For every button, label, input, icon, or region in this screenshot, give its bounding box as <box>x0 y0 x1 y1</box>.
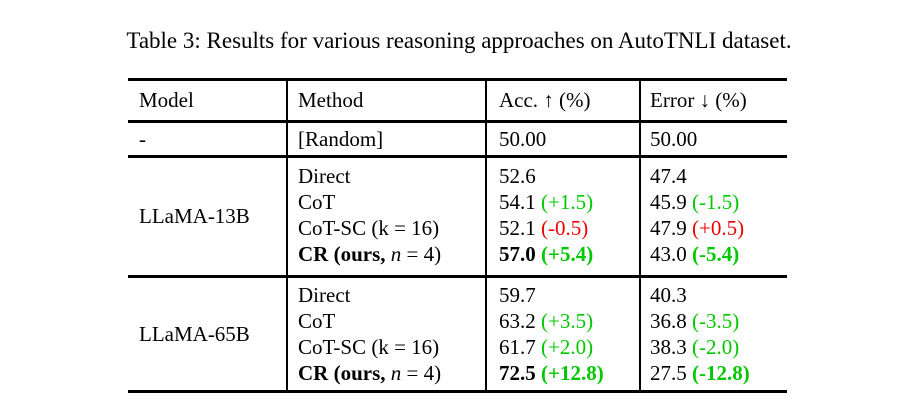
error-value: 27.5 <box>650 361 687 385</box>
baseline-row: - [Random] 50.00 50.00 <box>128 123 787 155</box>
method-cr-tail: = 4) <box>401 242 442 266</box>
acc-cell: 57.0 (+5.4) <box>499 241 639 267</box>
error-value: 40.3 <box>650 283 687 307</box>
method-label: CoT <box>298 309 336 333</box>
acc-delta: (+1.5) <box>541 190 594 214</box>
method-cr-var: n <box>390 242 402 266</box>
acc-cell: 72.5 (+12.8) <box>499 360 639 386</box>
method-column: Direct CoT CoT-SC (k = 16) CR (ours, n =… <box>286 278 485 390</box>
method-label: CoT-SC (k = 16) <box>298 335 440 359</box>
baseline-method: [Random] <box>286 123 485 155</box>
method-label: CoT-SC (k = 16) <box>298 216 440 240</box>
error-delta: (-5.4) <box>692 242 740 266</box>
method-cr-bold: CR (ours, <box>298 242 391 266</box>
acc-column: 52.6 54.1 (+1.5) 52.1 (-0.5) 57.0 (+5.4) <box>485 158 639 275</box>
baseline-error: 50.00 <box>639 123 787 155</box>
table-caption: Table 3: Results for various reasoning a… <box>126 28 792 53</box>
acc-cell: 52.1 (-0.5) <box>499 215 639 241</box>
acc-cell: 59.7 <box>499 282 639 308</box>
mid-rule-2 <box>128 275 787 278</box>
error-delta: (-1.5) <box>692 190 740 214</box>
results-table: Model Method Acc. ↑ (%) Error ↓ (%) - [R… <box>128 78 787 393</box>
error-value: 43.0 <box>650 242 687 266</box>
baseline-acc: 50.00 <box>485 123 639 155</box>
model-cell: LLaMA-65B <box>128 278 286 390</box>
error-cell: 47.4 <box>650 163 787 189</box>
acc-value: 59.7 <box>499 283 536 307</box>
error-cell: 27.5 (-12.8) <box>650 360 787 386</box>
method-column: Direct CoT CoT-SC (k = 16) CR (ours, n =… <box>286 158 485 275</box>
baseline-model: - <box>139 127 146 151</box>
acc-delta: (+5.4) <box>541 242 594 266</box>
error-value: 47.9 <box>650 216 687 240</box>
error-cell: 40.3 <box>650 282 787 308</box>
acc-cell: 61.7 (+2.0) <box>499 334 639 360</box>
header-row: Model Method Acc. ↑ (%) Error ↓ (%) <box>128 81 787 120</box>
error-column: 40.3 36.8 (-3.5) 38.3 (-2.0) 27.5 (-12.8… <box>639 278 787 390</box>
method-label-cr: CR (ours, n = 4) <box>298 241 485 267</box>
error-cell: 43.0 (-5.4) <box>650 241 787 267</box>
acc-cell: 63.2 (+3.5) <box>499 308 639 334</box>
method-label-cr: CR (ours, n = 4) <box>298 360 485 386</box>
method-label: CoT <box>298 190 336 214</box>
error-cell: 38.3 (-2.0) <box>650 334 787 360</box>
method-cr-var: n <box>390 361 402 385</box>
acc-value: 54.1 <box>499 190 536 214</box>
method-cr-bold: CR (ours, <box>298 361 391 385</box>
error-value: 38.3 <box>650 335 687 359</box>
error-cell: 36.8 (-3.5) <box>650 308 787 334</box>
header-error: Error ↓ (%) <box>639 81 787 120</box>
header-rule <box>128 120 787 123</box>
top-rule <box>128 78 787 81</box>
acc-value: 57.0 <box>499 242 536 266</box>
acc-value: 52.6 <box>499 164 536 188</box>
header-method: Method <box>286 81 485 120</box>
header-model: Model <box>139 88 194 112</box>
model-label: LLaMA-13B <box>139 204 250 228</box>
header-acc: Acc. ↑ (%) <box>485 81 639 120</box>
error-value: 36.8 <box>650 309 687 333</box>
error-cell: 45.9 (-1.5) <box>650 189 787 215</box>
error-delta: (-2.0) <box>692 335 740 359</box>
method-cr-tail: = 4) <box>401 361 442 385</box>
mid-rule-1 <box>128 155 787 158</box>
bottom-rule <box>128 390 787 393</box>
acc-cell: 52.6 <box>499 163 639 189</box>
error-delta: (+0.5) <box>692 216 745 240</box>
acc-delta: (+3.5) <box>541 309 594 333</box>
method-label: Direct <box>298 283 351 307</box>
acc-value: 72.5 <box>499 361 536 385</box>
acc-value: 63.2 <box>499 309 536 333</box>
llama-65b-block: LLaMA-65B Direct CoT CoT-SC (k = 16) CR … <box>128 278 787 390</box>
model-cell: LLaMA-13B <box>128 158 286 275</box>
acc-value: 61.7 <box>499 335 536 359</box>
llama-13b-block: LLaMA-13B Direct CoT CoT-SC (k = 16) CR … <box>128 158 787 275</box>
error-cell: 47.9 (+0.5) <box>650 215 787 241</box>
acc-delta: (+2.0) <box>541 335 594 359</box>
acc-column: 59.7 63.2 (+3.5) 61.7 (+2.0) 72.5 (+12.8… <box>485 278 639 390</box>
acc-value: 52.1 <box>499 216 536 240</box>
error-delta: (-3.5) <box>692 309 740 333</box>
acc-cell: 54.1 (+1.5) <box>499 189 639 215</box>
error-column: 47.4 45.9 (-1.5) 47.9 (+0.5) 43.0 (-5.4) <box>639 158 787 275</box>
model-label: LLaMA-65B <box>139 321 250 346</box>
acc-delta: (-0.5) <box>541 216 589 240</box>
acc-delta: (+12.8) <box>541 361 604 385</box>
error-delta: (-12.8) <box>692 361 750 385</box>
error-value: 45.9 <box>650 190 687 214</box>
method-label: Direct <box>298 164 351 188</box>
error-value: 47.4 <box>650 164 687 188</box>
